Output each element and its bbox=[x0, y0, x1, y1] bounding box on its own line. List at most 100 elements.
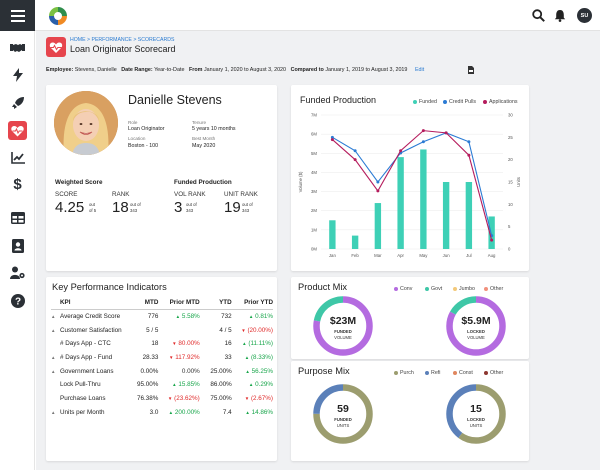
legend-jumbo-swatch bbox=[453, 287, 457, 291]
nav-item-rocket[interactable] bbox=[9, 94, 26, 111]
nav-item-dollar[interactable]: $ bbox=[9, 176, 26, 193]
bar-funded bbox=[351, 235, 359, 249]
user-gear-icon bbox=[10, 266, 25, 279]
legend-jumbo-label: Jumbo bbox=[459, 286, 475, 292]
point-credit-pulls bbox=[376, 180, 380, 184]
search-icon[interactable] bbox=[532, 9, 545, 22]
unit-rank-label: UNIT RANK bbox=[224, 191, 258, 198]
legend-govt-swatch bbox=[425, 287, 429, 291]
kpi-prior-mtd-value: 117.92% bbox=[175, 354, 200, 362]
role-value: Loan Originator bbox=[128, 126, 165, 132]
rank-value: 18 bbox=[112, 199, 129, 216]
date-range-label: Date Range: bbox=[121, 67, 153, 73]
kpi-table-body: ▲ Average Credit Score 776 ▲ 5.58% 732 ▲ 0.81… bbox=[51, 310, 273, 420]
kpi-prior-ytd: ▲ 14.86% bbox=[232, 406, 273, 420]
date-range-value: Year-to-Date bbox=[154, 67, 185, 73]
nav-item-handshake[interactable] bbox=[9, 39, 26, 56]
hamburger-menu-button[interactable] bbox=[0, 0, 35, 31]
legend-conv: Conv bbox=[394, 286, 412, 292]
page-title: Loan Originator Scorecard bbox=[70, 44, 176, 54]
pdf-icon[interactable] bbox=[468, 66, 474, 74]
kpi-prior-mtd-arrow: ▼ bbox=[167, 396, 173, 402]
breadcrumb-home[interactable]: HOME bbox=[70, 37, 86, 43]
vol-rank-label: VOL RANK bbox=[174, 191, 206, 198]
bolt-icon bbox=[12, 67, 23, 82]
employee-label: Employee: bbox=[46, 67, 74, 73]
kpi-prior-mtd: ▼ 80.00% bbox=[158, 337, 200, 351]
kpi-card: Key Performance Indicators KPI MTD Prior… bbox=[46, 277, 277, 461]
kpi-prior-mtd-arrow: ▼ bbox=[169, 355, 174, 361]
vol-rank-suffix-bottom: 343 bbox=[186, 208, 194, 213]
y-tick-label: 2M bbox=[311, 208, 317, 213]
bar-funded bbox=[374, 203, 382, 249]
kpi-prior-mtd: ▲ 200.00% bbox=[158, 406, 200, 420]
nav-item-id-card[interactable] bbox=[9, 237, 26, 254]
main-content: HOME > PERFORMANCE > SCORECARDS Loan Ori… bbox=[36, 31, 600, 470]
breadcrumb-scorecards[interactable]: SCORECARDS bbox=[137, 37, 175, 43]
bell-icon[interactable] bbox=[554, 9, 566, 22]
point-credit-pulls bbox=[467, 140, 471, 144]
kpi-row: ▲ Units per Month 3.0 ▲ 200.00% 7.4 ▲ 14.86% bbox=[51, 406, 273, 420]
kpi-prior-mtd-value: 200.00% bbox=[174, 408, 200, 416]
from-label: From bbox=[188, 67, 203, 73]
logo-icon bbox=[49, 7, 67, 25]
unit-rank-suffix-bottom: 343 bbox=[242, 208, 250, 213]
kpi-name: # Days App - Fund bbox=[60, 354, 113, 362]
kpi-mtd: 95.00% bbox=[137, 381, 159, 389]
kpi-row-arrow: ▲ bbox=[51, 368, 56, 374]
nav-item-help[interactable]: ? bbox=[9, 292, 26, 309]
nav-item-scorecard[interactable] bbox=[8, 121, 27, 140]
nav-item-chart[interactable] bbox=[9, 149, 26, 166]
locked-units-label: LOCKED bbox=[467, 417, 485, 422]
kpi-name: Units per Month bbox=[60, 408, 105, 416]
legend-funded: Funded bbox=[413, 99, 437, 105]
kpi-prior-mtd: 0.00% bbox=[158, 364, 200, 378]
locked-volume-sublabel: VOLUME bbox=[467, 335, 485, 340]
kpi-prior-mtd: ▲ 5.58% bbox=[158, 310, 200, 324]
donut-segment bbox=[313, 296, 373, 356]
table-icon bbox=[10, 211, 25, 224]
legend-const: Const bbox=[453, 370, 473, 376]
y2-tick-label: 25 bbox=[508, 135, 513, 140]
user-avatar[interactable]: SU bbox=[577, 8, 592, 23]
unit-rank-value: 19 bbox=[224, 199, 241, 216]
vol-rank-suffix-top: out of bbox=[186, 202, 197, 207]
kpi-header-prior-ytd: Prior YTD bbox=[244, 299, 273, 307]
funded-volume-donut bbox=[313, 296, 373, 356]
funded-units-donut bbox=[313, 384, 373, 444]
help-icon: ? bbox=[10, 293, 25, 308]
kpi-prior-ytd: ▲ (11.11%) bbox=[232, 337, 273, 351]
locked-volume-label: LOCKED bbox=[467, 329, 485, 334]
legend-const-swatch bbox=[453, 371, 457, 375]
point-applications bbox=[421, 129, 425, 133]
kpi-row: ▲ # Days App - Fund 28.33 ▼ 117.92% 33 ▲ (8.3… bbox=[51, 351, 273, 365]
nav-item-bolt[interactable] bbox=[9, 66, 26, 83]
location-value: Boston - 100 bbox=[128, 143, 159, 149]
bar-funded bbox=[488, 216, 495, 249]
employee-name: Danielle Stevens bbox=[128, 93, 222, 107]
kpi-mtd: 776 bbox=[147, 313, 159, 321]
locked-units-value: 15 bbox=[470, 403, 482, 415]
kpi-header-row: KPI MTD Prior MTD YTD Prior YTD bbox=[51, 296, 273, 310]
kpi-row-arrow: ▲ bbox=[51, 355, 56, 361]
y2-axis-label: Units bbox=[516, 177, 521, 187]
bar-funded bbox=[397, 157, 404, 249]
point-applications bbox=[353, 158, 357, 162]
nav-item-table[interactable] bbox=[9, 209, 26, 226]
profile-photo-drawing bbox=[54, 91, 118, 155]
kpi-prior-mtd-value: 0.00% bbox=[181, 367, 200, 375]
nav-item-user-settings[interactable] bbox=[9, 264, 26, 281]
kpi-ytd: 732 bbox=[221, 313, 232, 321]
y-axis-label: Volume ($) bbox=[298, 171, 303, 192]
kpi-prior-ytd-arrow: ▲ bbox=[245, 368, 250, 374]
kpi-prior-ytd: ▲ 0.81% bbox=[232, 310, 273, 324]
y2-tick-label: 15 bbox=[508, 180, 513, 185]
kpi-prior-ytd-arrow: ▼ bbox=[244, 396, 250, 402]
locked-units-donut bbox=[446, 384, 506, 444]
y2-tick-label: 10 bbox=[508, 202, 513, 207]
side-nav: $ ? bbox=[0, 31, 35, 470]
breadcrumb-performance[interactable]: PERFORMANCE bbox=[91, 37, 132, 43]
hamburger-icon bbox=[10, 9, 25, 22]
edit-link[interactable]: Edit bbox=[414, 67, 425, 73]
legend-purch: Purch bbox=[394, 370, 414, 376]
